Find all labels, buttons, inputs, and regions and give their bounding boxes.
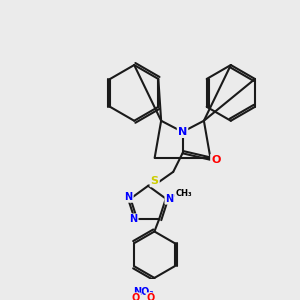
Text: O: O (211, 155, 220, 165)
Text: S: S (151, 176, 159, 186)
Text: N: N (129, 214, 138, 224)
Text: CH₃: CH₃ (175, 190, 192, 199)
Text: N: N (124, 192, 133, 202)
Text: N: N (166, 194, 174, 204)
Text: NO₂: NO₂ (133, 287, 154, 297)
Text: N: N (178, 127, 187, 137)
Text: O: O (147, 293, 155, 300)
Text: O: O (132, 293, 140, 300)
